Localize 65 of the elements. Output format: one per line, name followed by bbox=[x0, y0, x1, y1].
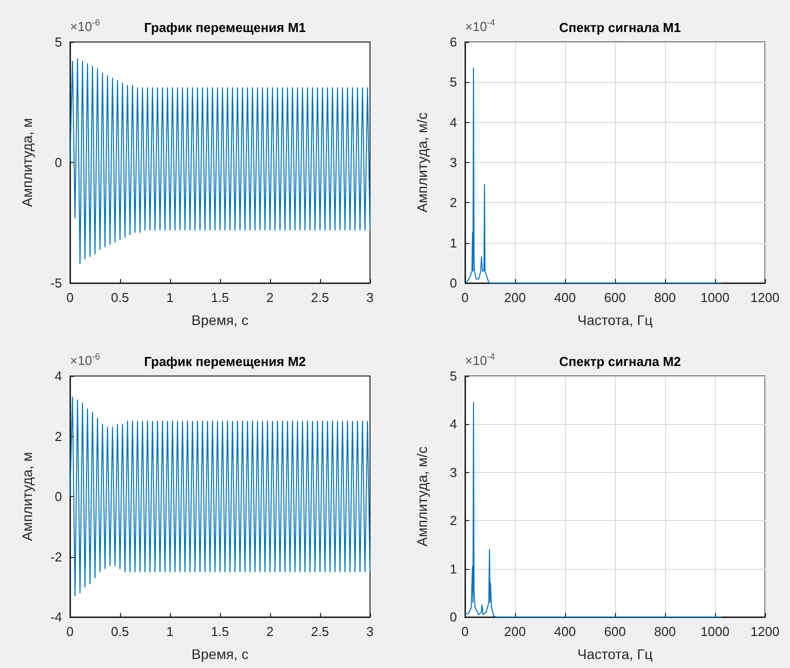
x-tick-label: 0 bbox=[66, 624, 74, 639]
x-axis-title: Частота, Гц bbox=[577, 312, 653, 328]
y-tick-label: 5 bbox=[450, 368, 457, 384]
y-axis-title: Амплитуда, м bbox=[19, 118, 35, 207]
y-tick-label: 2 bbox=[450, 513, 457, 528]
x-tick-label: 800 bbox=[654, 624, 676, 639]
y-axis-title: Амплитуда, м bbox=[19, 452, 35, 541]
y-tick-label: 1 bbox=[450, 561, 457, 576]
y-tick-label: 5 bbox=[450, 74, 457, 90]
x-tick-label: 2 bbox=[266, 624, 274, 639]
y-axis-title: Амплитуда, м/с bbox=[414, 112, 430, 212]
x-tick-label: 1 bbox=[166, 624, 174, 639]
x-axis-title: Время, с bbox=[192, 312, 248, 328]
y-tick-label: 5 bbox=[54, 34, 62, 50]
y-tick-label: 4 bbox=[450, 114, 457, 130]
x-tick-label: 3 bbox=[366, 624, 374, 639]
line-series bbox=[464, 68, 722, 284]
x-tick-label: 1200 bbox=[750, 290, 780, 305]
chart-title: Спектр сигнала М1 bbox=[559, 20, 681, 35]
x-tick-label: 0 bbox=[461, 624, 469, 639]
x-tick-label: 3 bbox=[366, 290, 374, 305]
x-axis-title: Частота, Гц bbox=[577, 646, 653, 662]
y-tick-label: 2 bbox=[450, 195, 457, 210]
y-tick-label: 3 bbox=[450, 155, 457, 170]
x-tick-label: 400 bbox=[554, 290, 576, 305]
y-tick-label: 0 bbox=[54, 489, 62, 504]
x-tick-label: 2.5 bbox=[310, 624, 330, 639]
x-tick-label: 2 bbox=[266, 290, 274, 305]
y-tick-label: 4 bbox=[450, 416, 457, 432]
x-tick-label: 2.5 bbox=[310, 290, 330, 305]
x-tick-label: 1200 bbox=[750, 624, 780, 639]
x-tick-label: 200 bbox=[504, 290, 526, 305]
x-tick-label: 0.5 bbox=[110, 290, 130, 305]
x-tick-label: 1000 bbox=[700, 290, 730, 305]
x-tick-label: 800 bbox=[654, 290, 676, 305]
line-series bbox=[70, 58, 370, 264]
x-tick-label: 0 bbox=[461, 290, 469, 305]
y-tick-label: 2 bbox=[54, 428, 62, 444]
x-tick-label: 600 bbox=[604, 290, 626, 305]
x-tick-label: 1000 bbox=[700, 624, 730, 639]
x-tick-label: 0 bbox=[66, 290, 74, 305]
y-tick-label: 1 bbox=[450, 235, 457, 250]
x-tick-label: 1.5 bbox=[210, 624, 230, 639]
y-tick-label: 4 bbox=[54, 368, 62, 384]
y-tick-label: 0 bbox=[450, 610, 457, 624]
x-tick-label: 1.5 bbox=[210, 290, 230, 305]
y-tick-label: 0 bbox=[54, 155, 62, 170]
x-tick-label: 200 bbox=[504, 624, 526, 639]
line-series bbox=[70, 396, 370, 596]
y-tick-label: -5 bbox=[50, 276, 62, 290]
y-tick-label: 0 bbox=[450, 276, 457, 290]
y-tick-label: 6 bbox=[450, 34, 457, 50]
x-tick-label: 0.5 bbox=[110, 624, 130, 639]
x-tick-label: 1 bbox=[166, 290, 174, 305]
y-tick-label: -2 bbox=[50, 549, 62, 564]
x-tick-label: 600 bbox=[604, 624, 626, 639]
chart-title: График перемещения М1 bbox=[144, 20, 306, 35]
chart-title: График перемещения М2 bbox=[144, 354, 306, 369]
line-series bbox=[464, 402, 722, 618]
x-tick-label: 400 bbox=[554, 624, 576, 639]
x-axis-title: Время, с bbox=[192, 646, 248, 662]
y-tick-label: 3 bbox=[450, 464, 457, 480]
chart-title: Спектр сигнала М2 bbox=[559, 354, 681, 369]
y-axis-title: Амплитуда, м/с bbox=[414, 446, 430, 546]
y-tick-label: -4 bbox=[50, 610, 62, 624]
